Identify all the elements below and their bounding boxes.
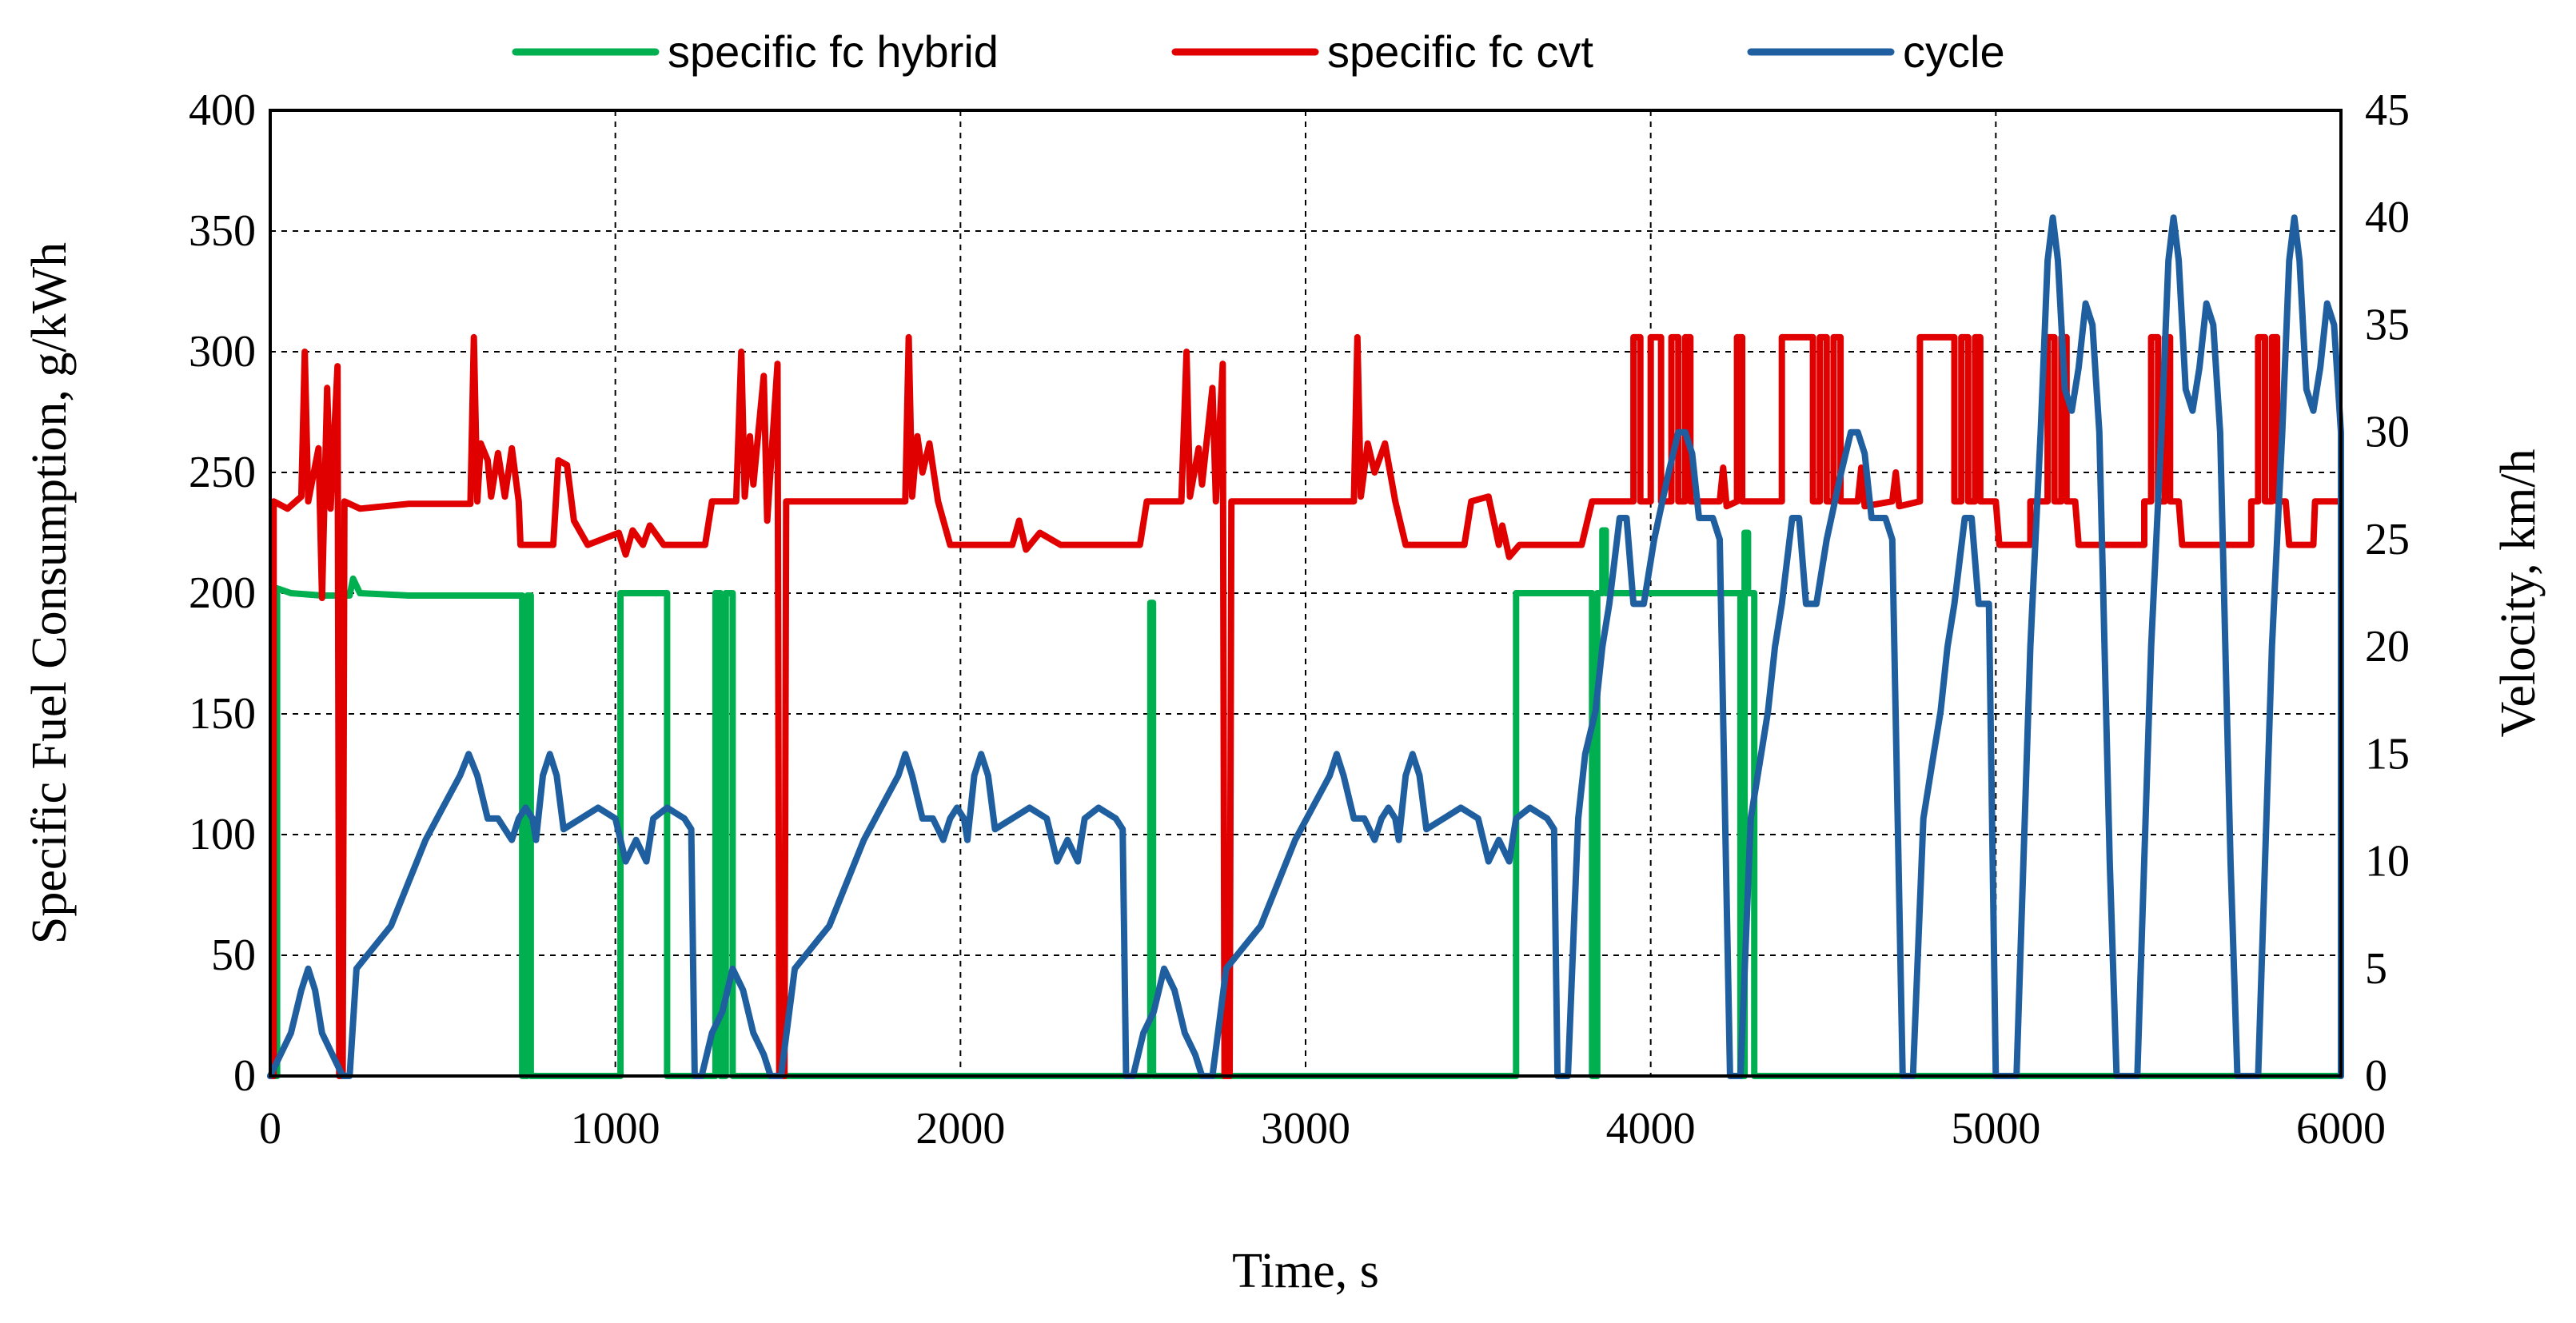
y2-tick-label: 15 (2365, 729, 2410, 779)
x-tick-label: 5000 (1951, 1104, 2040, 1154)
x-tick-label: 3000 (1261, 1104, 1350, 1154)
axes: 0 1000 2000 3000 4000 5000 6000050100150200250… (189, 86, 2410, 1154)
plot-frame (269, 109, 2343, 1078)
y-tick-label: 150 (189, 689, 256, 739)
y2-tick-label: 40 (2365, 193, 2410, 242)
series-line-specific-fc-cvt (267, 333, 2344, 1079)
series-layer (267, 214, 2344, 1079)
series-line-cycle (267, 214, 2344, 1079)
legend-label: cycle (1903, 26, 2005, 77)
y2-axis-title: Velocity, km/h (2491, 448, 2546, 737)
y-tick-label: 400 (189, 86, 256, 135)
y2-tick-label: 20 (2365, 622, 2410, 671)
y-tick-label: 100 (189, 810, 256, 859)
y2-tick-label: 35 (2365, 300, 2410, 349)
legend-label: specific fc hybrid (668, 26, 999, 77)
legend: specific fc hybrid specific fc cvt cycle (512, 26, 2005, 77)
y2-tick-label: 5 (2365, 944, 2387, 994)
x-tick-label: 4000 (1606, 1104, 1696, 1154)
x-tick-label: 0 (259, 1104, 281, 1154)
y-tick-label: 300 (189, 327, 256, 377)
y2-tick-label: 30 (2365, 408, 2410, 457)
y2-tick-label: 0 (2365, 1051, 2387, 1101)
x-tick-label: 2000 (915, 1104, 1005, 1154)
y-axis-title: Specific Fuel Consumption, g/kWh (22, 242, 77, 944)
y-tick-label: 0 (233, 1051, 256, 1101)
y2-tick-label: 25 (2365, 515, 2410, 564)
y-tick-label: 200 (189, 568, 256, 618)
x-axis-title: Time, s (1232, 1244, 1379, 1298)
y2-tick-label: 10 (2365, 837, 2410, 887)
x-tick-label: 6000 (2296, 1104, 2386, 1154)
y-tick-label: 250 (189, 448, 256, 497)
y-tick-label: 350 (189, 206, 256, 256)
x-tick-label: 1000 (571, 1104, 660, 1154)
y2-tick-label: 45 (2365, 86, 2410, 135)
y-tick-label: 50 (211, 930, 256, 980)
legend-label: specific fc cvt (1327, 26, 1593, 77)
